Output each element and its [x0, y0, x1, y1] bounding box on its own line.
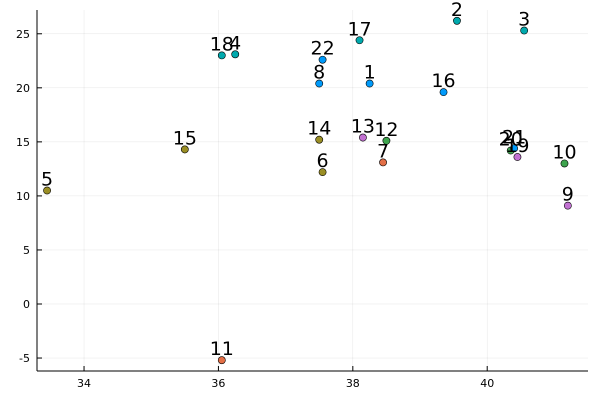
point-label-5: 5 [41, 169, 53, 191]
point-label-2: 2 [451, 0, 463, 21]
y-tick-label: 5 [23, 244, 30, 257]
data-point-7 [379, 158, 387, 167]
data-point-14 [315, 135, 324, 144]
x-tick-label: 40 [480, 377, 494, 390]
y-tick-label: 0 [23, 298, 30, 311]
point-label-7: 7 [377, 140, 389, 162]
y-tick-label: 10 [16, 190, 30, 203]
data-point-11 [217, 356, 226, 365]
data-point-15 [180, 145, 189, 154]
x-tick-label: 34 [77, 377, 91, 390]
data-point-5 [43, 186, 51, 195]
data-points [43, 16, 572, 365]
data-point-1 [365, 79, 374, 88]
x-tick-label: 36 [211, 377, 225, 390]
point-label-21: 21 [502, 126, 526, 148]
data-point-22 [318, 55, 327, 64]
point-label-15: 15 [173, 127, 197, 149]
point-label-17: 17 [347, 18, 371, 40]
data-point-3 [520, 26, 529, 35]
data-point-6 [318, 168, 327, 177]
y-tick-label: -5 [19, 352, 30, 365]
data-point-2 [453, 16, 461, 25]
point-label-6: 6 [317, 150, 329, 172]
y-tick-label: 15 [16, 136, 30, 149]
data-point-13 [358, 133, 367, 142]
data-point-16 [439, 88, 448, 97]
grid [37, 10, 588, 371]
point-label-16: 16 [431, 70, 455, 92]
data-point-8 [315, 79, 324, 88]
data-point-19 [513, 153, 522, 161]
x-tick-label: 38 [346, 377, 360, 390]
point-label-19: 19 [505, 135, 529, 157]
point-label-11: 11 [210, 338, 234, 360]
point-label-13: 13 [351, 116, 375, 138]
data-point-17 [355, 36, 364, 45]
data-point-9 [563, 201, 572, 210]
point-label-8: 8 [313, 61, 325, 83]
y-tick-label: 25 [16, 28, 30, 41]
point-label-18: 18 [210, 33, 234, 55]
point-label-3: 3 [518, 9, 530, 31]
data-point-12 [382, 136, 391, 145]
point-label-22: 22 [310, 38, 334, 60]
point-label-14: 14 [307, 118, 331, 140]
axes [36, 10, 588, 372]
point-label-4: 4 [229, 32, 241, 54]
data-point-10 [560, 159, 569, 168]
data-point-4 [231, 50, 240, 59]
point-label-20: 20 [499, 129, 523, 151]
point-label-9: 9 [562, 184, 574, 206]
point-label-12: 12 [374, 119, 398, 141]
point-label-10: 10 [552, 141, 576, 163]
point-label-1: 1 [364, 61, 376, 83]
data-point-18 [217, 51, 226, 60]
y-tick-label: 20 [16, 82, 30, 95]
data-point-21 [510, 144, 518, 153]
